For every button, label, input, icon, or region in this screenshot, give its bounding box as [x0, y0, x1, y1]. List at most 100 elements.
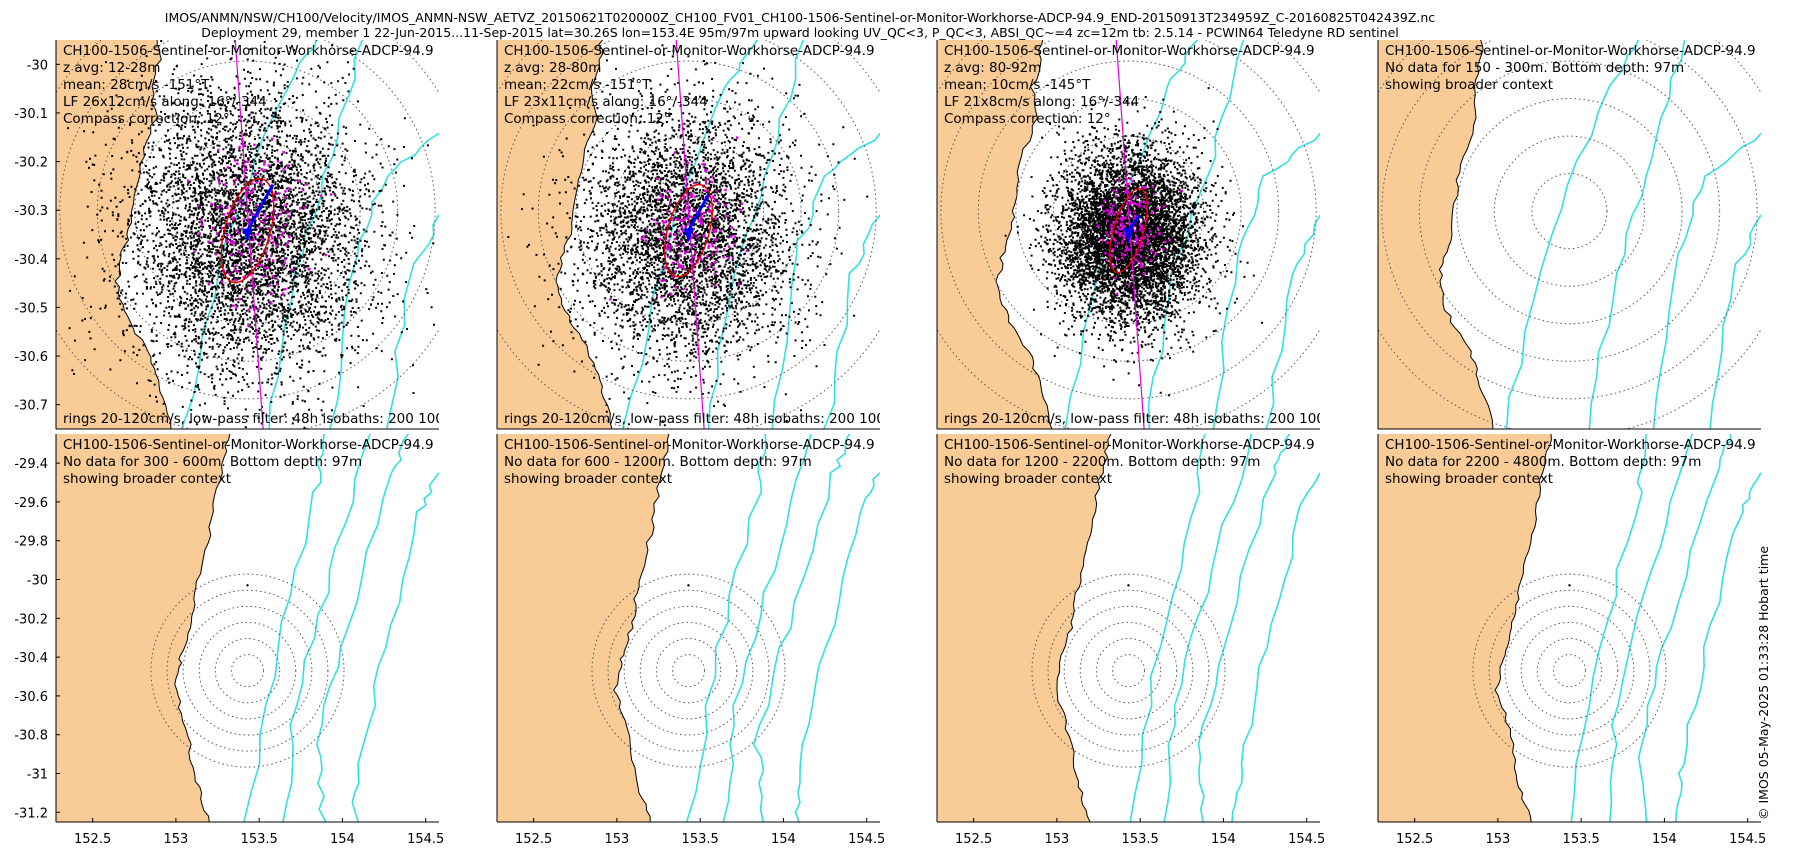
mean-arrow [246, 183, 275, 232]
isobath-line-2 [1212, 132, 1320, 429]
y-tick-label: -30.4 [14, 253, 48, 268]
panel-annotation-0: CH100-1506-Sentinel-or-Monitor-Workhorse… [944, 43, 1315, 59]
y-tick-label: -29.6 [14, 496, 48, 511]
speed-ring-2 [1536, 638, 1603, 704]
deployment-subtitle: Deployment 29, member 1 22-Jun-2015...11… [201, 25, 1399, 40]
land-area [56, 434, 230, 822]
land-area [497, 40, 612, 429]
panel-annotation-2: mean: 28cm/s -151°T [63, 77, 210, 93]
speed-ring-6 [150, 573, 345, 768]
y-tick-label: -30.1 [14, 107, 48, 122]
variance-ellipse [220, 177, 275, 284]
x-tick-label: 154 [1652, 832, 1677, 847]
speed-ring-6 [1472, 573, 1667, 768]
land-area [1378, 40, 1493, 429]
panel-annotation-1: No data for 300 - 600m. Bottom depth: 97… [63, 454, 362, 470]
y-tick-label: -30.5 [14, 301, 48, 316]
speed-ring-3 [1456, 98, 1683, 325]
panel-annotation-1: No data for 2200 - 4800m. Bottom depth: … [1385, 454, 1701, 470]
panel-annotation-3: LF 26x12cm/s along: 16°/-344 [63, 94, 267, 110]
panel-footer: rings 20-120cm/s, low-pass filter: 48h i… [504, 411, 971, 427]
y-tick-label: -30 [27, 58, 48, 73]
panel-annotation-1: No data for 600 - 1200m. Bottom depth: 9… [504, 454, 812, 470]
isobath-line-1 [1163, 434, 1252, 822]
isobath-line-1 [1609, 434, 1693, 822]
panel-annotation-4: Compass correction: 12° [944, 111, 1111, 127]
x-tick-label: 154 [1211, 832, 1236, 847]
mooring-dot [246, 584, 249, 587]
x-tick-label: 152.5 [74, 832, 111, 847]
current-vectors [67, 40, 435, 429]
panel-annotation-2: showing broader context [504, 471, 672, 487]
panel-annotation-2: showing broader context [63, 471, 231, 487]
isobath-line-3 [1231, 472, 1320, 822]
isobath-line-0 [1570, 434, 1647, 822]
isobath-line-1 [1588, 40, 1686, 429]
panel-annotation-2: showing broader context [1385, 471, 1553, 487]
panel-annotation-1: z avg: 12-28m [63, 60, 160, 76]
coastline [1438, 40, 1494, 429]
x-tick-label: 154.5 [1288, 832, 1325, 847]
speed-ring-5 [607, 589, 770, 752]
mean-arrow [1127, 214, 1141, 232]
y-tick-label: -30.2 [14, 612, 48, 627]
speed-ring-6 [1031, 573, 1226, 768]
copyright-timestamp: © IMOS 05-May-2025 01:33:28 Hobart time [1756, 545, 1771, 820]
panel-annotation-1: No data for 1200 - 2200m. Bottom depth: … [944, 454, 1260, 470]
speed-ring-4 [182, 605, 313, 736]
panel-0-0: rings 20-120cm/s, low-pass filter: 48h i… [14, 40, 530, 430]
speed-ring-1 [1552, 654, 1587, 688]
speed-ring-3 [1079, 621, 1178, 720]
speed-ring-5 [166, 589, 329, 752]
along-shore-line [675, 40, 705, 429]
panel-1-2: 152.5 153 153.5 154 154.5 CH100-1506-Sentinel… [936, 434, 1325, 847]
panel-footer: rings 20-120cm/s, low-pass filter: 48h i… [944, 411, 1411, 427]
land-area [937, 434, 1111, 822]
land-area [56, 40, 171, 429]
panel-annotation-1: No data for 150 - 300m. Bottom depth: 97… [1385, 60, 1684, 76]
speed-ring-4 [977, 60, 1280, 362]
coastline [555, 40, 613, 429]
isobath-line-3 [823, 214, 880, 429]
mooring-dot [687, 584, 690, 587]
x-tick-label: 154.5 [1729, 832, 1766, 847]
x-tick-label: 154 [330, 832, 355, 847]
speed-ring-5 [59, 40, 436, 400]
y-tick-label: -29.8 [14, 535, 48, 550]
panel-annotation-0: CH100-1506-Sentinel-or-Monitor-Workhorse… [1385, 437, 1756, 453]
panel-annotation-2: showing broader context [1385, 77, 1553, 93]
panel-footer: rings 20-120cm/s, low-pass filter: 48h i… [63, 411, 530, 427]
speed-ring-3 [1520, 621, 1619, 720]
x-tick-label: 152.5 [1396, 832, 1433, 847]
isobath-line-3 [1265, 214, 1320, 429]
isobath-line-0 [243, 434, 325, 822]
y-tick-label: -30.7 [14, 399, 48, 414]
variance-ellipse [663, 183, 714, 278]
speed-ring-4 [1063, 605, 1194, 736]
mooring-dot [1568, 584, 1571, 587]
speed-ring-1 [1111, 654, 1146, 688]
coastline [1494, 434, 1552, 822]
coastline [995, 40, 1053, 429]
speed-ring-4 [1418, 60, 1721, 362]
isobath-line-2 [752, 434, 851, 822]
current-vectors [1004, 87, 1263, 397]
isobath-line-2 [1652, 132, 1761, 429]
speed-ring-4 [96, 60, 399, 362]
isobath-line-3 [351, 472, 439, 822]
speed-ring-3 [575, 98, 802, 325]
variance-ellipse [1109, 187, 1148, 274]
panel-annotation-4: Compass correction: 12° [63, 111, 230, 127]
speed-ring-1 [671, 654, 706, 688]
x-tick-label: 152.5 [515, 832, 552, 847]
panel-annotation-4: Compass correction: 12° [504, 111, 671, 127]
land-area [937, 40, 1052, 429]
isobath-line-1 [722, 434, 812, 822]
y-tick-label: -31.2 [14, 806, 48, 821]
speed-ring-2 [1095, 638, 1162, 704]
isobath-line-3 [1675, 472, 1761, 822]
x-tick-label: 153 [163, 832, 188, 847]
speed-ring-2 [214, 638, 281, 704]
coastline [174, 434, 231, 822]
